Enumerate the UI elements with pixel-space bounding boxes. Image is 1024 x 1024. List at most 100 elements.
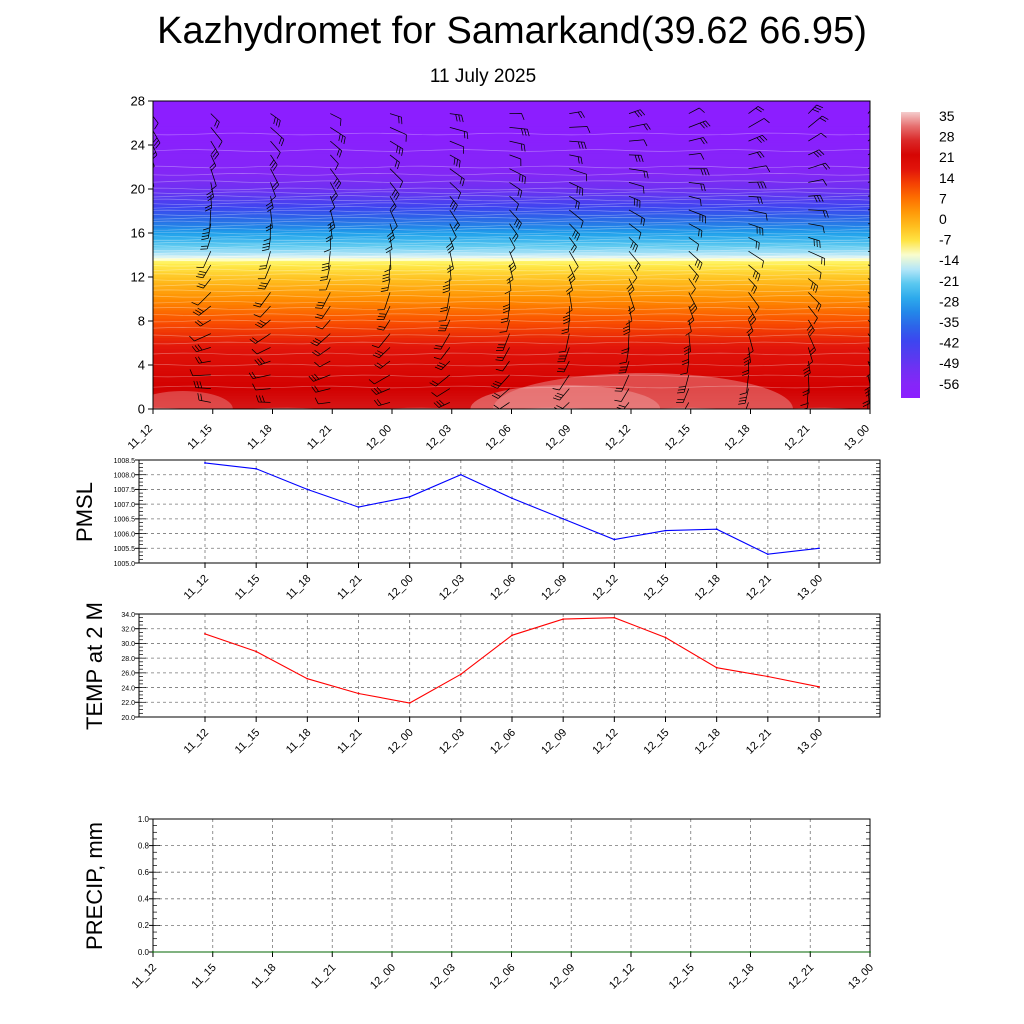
y-tick-label: 1005.5 — [114, 546, 136, 553]
colorbar-label: 14 — [939, 170, 955, 186]
contour-line — [153, 132, 870, 136]
wind-barb — [255, 395, 271, 403]
data-point — [562, 517, 565, 520]
wind-barb — [327, 209, 336, 232]
wind-barb — [389, 127, 407, 142]
contour-line — [153, 278, 870, 281]
heatmap-band — [153, 288, 870, 292]
heatmap-band — [153, 343, 870, 347]
wind-barb — [193, 380, 211, 389]
wind-barb — [681, 347, 690, 366]
contour-line — [153, 245, 870, 248]
heatmap-band — [153, 106, 870, 110]
wind-barb — [265, 209, 273, 232]
data-point — [749, 951, 752, 953]
wind-barb — [867, 223, 870, 225]
contour-line — [153, 220, 870, 224]
wind-barb — [431, 388, 450, 397]
wind-barb — [808, 264, 822, 280]
wind-barb — [251, 347, 271, 355]
heatmap-band — [153, 312, 870, 317]
wind-barb — [802, 374, 810, 397]
contour-line — [153, 202, 870, 205]
wind-barb — [569, 223, 581, 241]
wind-barb — [372, 347, 391, 359]
wind-barb — [389, 209, 398, 232]
contour-line — [153, 295, 870, 298]
heatmap-band — [153, 213, 870, 218]
wind-barb — [562, 306, 571, 325]
wind-barb — [569, 140, 587, 150]
y-tick-label: 0.6 — [138, 868, 150, 877]
data-point — [271, 951, 274, 953]
wind-barb — [745, 402, 749, 409]
x-tick-label: 11_21 — [305, 423, 335, 453]
pmsl-panel: 1005.0 1005.5 1006.0 1006.5 1007.0 1007.5 1008… — [72, 458, 881, 603]
wind-barb — [748, 209, 768, 221]
wind-barb — [688, 153, 705, 160]
heatmap-band — [153, 169, 870, 174]
wind-barb — [569, 111, 585, 119]
data-point — [357, 692, 360, 695]
wind-barb — [509, 182, 523, 198]
wind-barb — [376, 319, 391, 331]
wind-barb — [315, 319, 331, 330]
wind-barb — [384, 251, 392, 273]
wind-barb — [808, 104, 824, 114]
x-tick-label: 12_06 — [488, 962, 518, 992]
heatmap-band — [153, 381, 870, 385]
y-tick-label: 16 — [131, 226, 145, 241]
wind-barb — [803, 361, 811, 377]
heatmap-band — [153, 164, 870, 168]
x-tick-label: 11_15 — [189, 962, 219, 992]
wind-barb — [867, 138, 870, 142]
wind-barb — [554, 402, 570, 409]
y-axis-label: PMSL — [72, 482, 97, 542]
heatmap-band — [153, 318, 870, 322]
x-tick-label: 12_18 — [693, 573, 723, 603]
wind-barb — [748, 292, 760, 314]
wind-barb — [808, 223, 825, 234]
wind-barb — [389, 182, 400, 201]
data-point — [664, 636, 667, 639]
colorbar-label: 35 — [939, 108, 955, 124]
heatmap-band — [153, 332, 870, 336]
wind-barb — [449, 195, 458, 212]
heatmap-band — [153, 310, 870, 314]
heatmap-band — [153, 370, 870, 374]
heatmap-band — [153, 128, 870, 132]
contour-line — [153, 191, 870, 194]
wind-barb — [683, 333, 691, 356]
wind-barb — [684, 402, 690, 409]
wind-barb — [614, 388, 630, 402]
wind-barb — [449, 140, 465, 154]
heatmap-band — [153, 147, 870, 152]
y-tick-label: 1007.0 — [114, 502, 136, 509]
wind-barb — [189, 333, 211, 342]
heatmap-band — [153, 378, 870, 383]
heatmap-band — [153, 315, 870, 319]
heatmap-band — [153, 323, 870, 328]
wind-barb — [270, 127, 285, 147]
colorbar-label: -7 — [939, 232, 952, 248]
contour-line — [153, 149, 870, 152]
wind-barb — [495, 347, 510, 361]
wind-barb — [565, 278, 573, 295]
data-point — [204, 462, 206, 464]
wind-barb — [209, 154, 217, 172]
heatmap-band — [153, 208, 870, 212]
wind-barb — [490, 374, 510, 389]
wind-barb — [429, 374, 451, 387]
x-tick-label: 13_00 — [795, 727, 825, 757]
x-tick-label: 11_15 — [185, 423, 215, 453]
wind-barb — [687, 305, 695, 326]
contour-line — [153, 224, 870, 227]
heatmap-band — [153, 202, 870, 207]
wind-barb — [442, 278, 451, 294]
x-tick-label: 11_15 — [233, 573, 263, 603]
wind-barb — [263, 223, 271, 242]
x-tick-label: 11_15 — [233, 727, 263, 757]
wind-barb — [389, 113, 403, 125]
heatmap-band — [153, 257, 870, 262]
wind-barb — [133, 306, 152, 313]
